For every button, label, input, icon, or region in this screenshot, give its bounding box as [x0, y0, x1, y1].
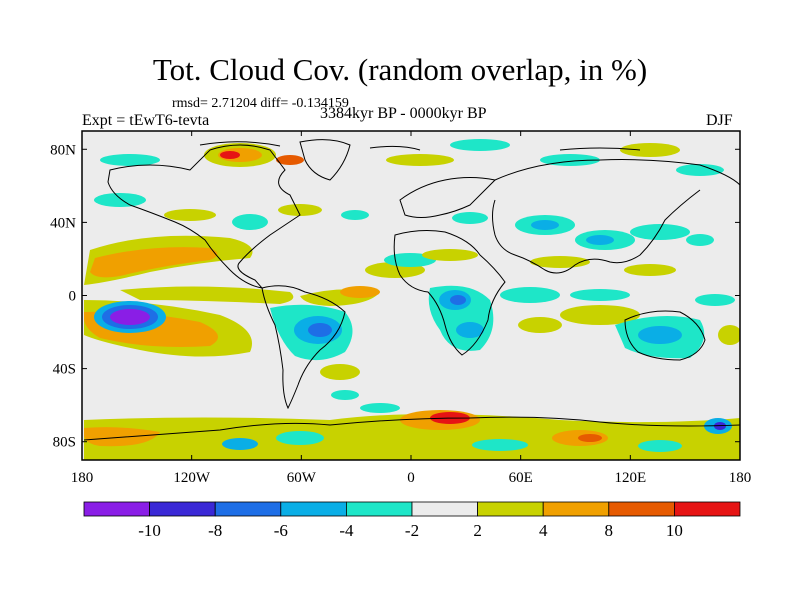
colorbar-label: -6	[274, 521, 288, 540]
anomaly-region	[676, 164, 724, 176]
coastline-greenland	[299, 139, 351, 181]
colorbar-swatch	[608, 501, 675, 517]
anomaly-region	[624, 264, 676, 276]
anomaly-region	[472, 439, 528, 451]
anomaly-region	[276, 431, 324, 445]
anomaly-region	[695, 294, 735, 306]
rmsd-diff-stats: rmsd= 2.71204 diff= -0.134159	[172, 96, 349, 111]
anomaly-region	[94, 193, 146, 207]
coastline-arctic	[199, 141, 641, 151]
anomaly-region	[360, 403, 400, 413]
lon-tick-label: 0	[407, 470, 415, 486]
colorbar-label: -10	[138, 521, 161, 540]
lat-tick-label: 40N	[50, 215, 76, 231]
lon-tick-label: 60E	[509, 470, 533, 486]
coastline-antarctica	[83, 416, 740, 441]
latitude-axis: 80N 40N 0 40S 80S	[50, 142, 740, 451]
anomaly-region	[386, 154, 454, 166]
anomaly-region	[84, 427, 160, 447]
anomaly-region	[308, 323, 332, 337]
anomaly-region	[630, 224, 690, 240]
lon-tick-label: 120W	[173, 470, 211, 486]
anomaly-region	[331, 390, 359, 400]
colorbar-swatch	[674, 501, 741, 517]
anomaly-region	[100, 154, 160, 166]
colorbar-label: 4	[539, 521, 548, 540]
lat-tick-label: 80S	[53, 435, 76, 451]
anomaly-region	[110, 309, 150, 325]
anomaly-region	[341, 210, 369, 220]
anomaly-region	[120, 286, 294, 304]
coastlines	[83, 139, 740, 441]
longitude-axis: 180 120W 60W 0 60E 120E 180	[71, 131, 752, 486]
anomaly-region	[422, 249, 478, 261]
anomaly-region	[276, 155, 304, 165]
colorbar-label: 10	[666, 521, 683, 540]
colorbar-swatch	[83, 501, 150, 517]
anomaly-region	[586, 235, 614, 245]
anomaly-region	[620, 143, 680, 157]
anomaly-region	[500, 287, 560, 303]
colorbar-swatch	[477, 501, 544, 517]
lon-tick-label: 120E	[614, 470, 646, 486]
lat-tick-label: 40S	[53, 362, 76, 378]
plot-title: Tot. Cloud Cov. (random overlap, in %)	[152, 52, 648, 87]
experiment-label: Expt = tEwT6-tevta	[82, 112, 210, 129]
colorbar-swatch	[542, 501, 610, 517]
colorbar-label: 2	[473, 521, 482, 540]
anomaly-region	[518, 317, 562, 333]
colorbar-swatch	[280, 501, 347, 517]
lon-tick-label: 180	[729, 470, 752, 486]
colorbar-label: -4	[339, 521, 354, 540]
lon-tick-label: 60W	[287, 470, 317, 486]
colorbar-swatch	[411, 501, 478, 517]
period-label: 3384kyr BP - 0000kyr BP	[320, 105, 487, 122]
colorbar-swatch	[214, 501, 282, 517]
colorbar-label: -8	[208, 521, 222, 540]
coastline-europe	[399, 177, 497, 218]
anomaly-region	[220, 151, 240, 159]
coastline-north-america	[107, 144, 301, 289]
coastline-africa	[393, 230, 506, 356]
lat-tick-label: 80N	[50, 142, 76, 158]
anomaly-region	[340, 286, 380, 298]
anomaly-region	[578, 434, 602, 442]
anomaly-region	[320, 364, 360, 380]
anomaly-region	[638, 326, 682, 344]
anomaly-region	[278, 204, 322, 216]
anomaly-region	[560, 305, 640, 325]
lat-tick-label: 0	[69, 289, 77, 305]
anomaly-region	[570, 289, 630, 301]
anomaly-region	[686, 234, 714, 246]
lon-tick-label: 180	[71, 470, 94, 486]
anomaly-region	[450, 139, 510, 151]
season-label: DJF	[706, 112, 733, 129]
coastline-south-america	[261, 285, 346, 410]
anomaly-region	[456, 322, 484, 338]
anomaly-region	[638, 440, 682, 452]
coastline-australia	[624, 310, 706, 361]
colorbar-swatch	[345, 501, 413, 517]
anomaly-region	[222, 438, 258, 450]
colorbar-label: 8	[605, 521, 614, 540]
anomaly-region	[90, 247, 218, 278]
anomaly-region	[164, 209, 216, 221]
anomaly-region	[450, 295, 466, 305]
anomaly-region	[452, 212, 488, 224]
colorbar-label: -2	[405, 521, 419, 540]
colorbar-swatch	[149, 501, 216, 517]
anomaly-region	[718, 325, 740, 345]
coastline-asia	[492, 159, 740, 274]
anomaly-region	[531, 220, 559, 230]
anomaly-region	[232, 214, 268, 230]
